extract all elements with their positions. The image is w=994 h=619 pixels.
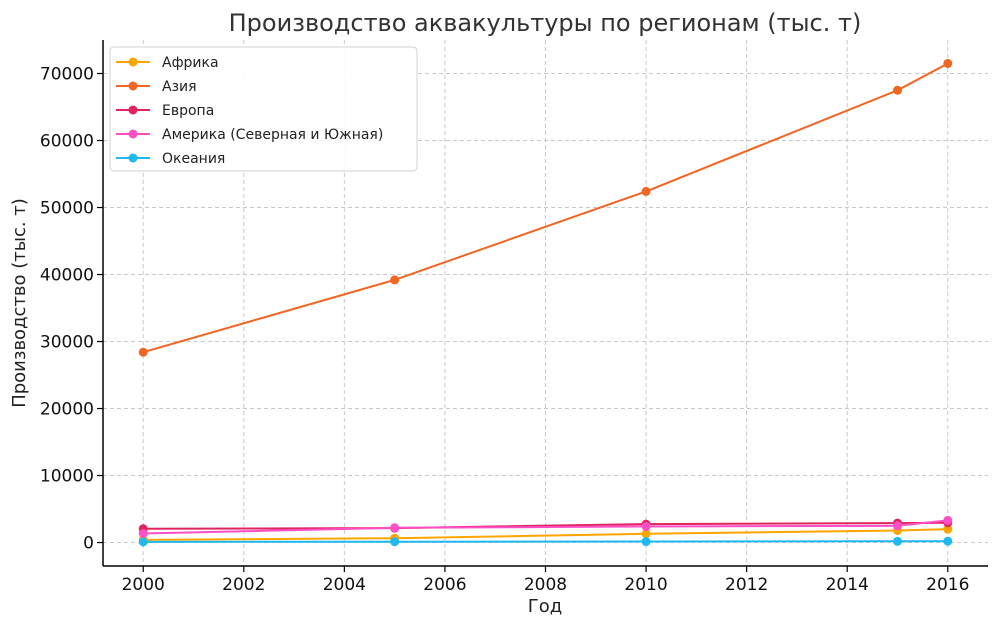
series-line: [143, 540, 948, 543]
data-point: [943, 515, 953, 525]
legend-label: Европа: [162, 103, 214, 119]
legend-label: Америка (Северная и Южная): [162, 127, 383, 143]
data-point: [641, 529, 651, 539]
data-point: [641, 186, 651, 196]
y-tick-label: 60000: [40, 132, 94, 152]
legend-marker: [128, 153, 138, 163]
y-tick-label: 40000: [40, 266, 94, 286]
series-group: [138, 515, 953, 539]
data-point: [892, 521, 902, 531]
legend: Африка Азия Европа Америка (Северная и Южна…: [109, 46, 418, 172]
x-ticks: 2000 2002 2004 2006 2008 2010 2012 2014 2016: [122, 566, 969, 595]
y-tick-label: 70000: [40, 65, 94, 85]
y-tick-label: 0: [83, 534, 94, 554]
y-tick-label: 20000: [40, 400, 94, 420]
data-point: [138, 347, 148, 357]
legend-item: Азия: [116, 79, 197, 95]
x-tick-label: 2012: [725, 575, 768, 595]
data-point: [943, 536, 953, 546]
data-point: [390, 523, 400, 533]
legend-box: [109, 46, 418, 172]
x-tick-label: 2000: [122, 575, 165, 595]
grid: [103, 40, 988, 566]
data-point: [943, 58, 953, 68]
legend-item: Океания: [116, 151, 225, 167]
series-layer: [138, 58, 953, 547]
legend-marker: [128, 105, 138, 115]
data-point: [138, 537, 148, 547]
y-tick-label: 30000: [40, 333, 94, 353]
data-point: [641, 537, 651, 547]
x-tick-label: 2008: [524, 575, 567, 595]
series-group: [138, 58, 953, 357]
y-tick-label: 50000: [40, 199, 94, 219]
legend-item: Америка (Северная и Южная): [116, 127, 383, 143]
x-tick-label: 2016: [926, 575, 969, 595]
legend-marker: [128, 57, 138, 67]
x-tick-label: 2002: [222, 575, 265, 595]
x-tick-label: 2004: [323, 575, 366, 595]
legend-marker: [128, 81, 138, 91]
y-axis-label: Производство (тыс. т): [9, 198, 30, 408]
data-point: [390, 537, 400, 547]
legend-item: Европа: [116, 103, 214, 119]
data-point: [641, 521, 651, 531]
y-tick-label: 10000: [40, 467, 94, 487]
series-group: [138, 536, 953, 547]
x-tick-label: 2010: [624, 575, 667, 595]
chart-title: Производство аквакультуры по регионам (т…: [229, 9, 862, 37]
data-point: [138, 529, 148, 539]
y-ticks: 0 10000 20000 30000 40000 50000 60000 70000: [40, 65, 103, 554]
legend-label: Африка: [162, 55, 219, 71]
data-point: [390, 275, 400, 285]
legend-marker: [128, 129, 138, 139]
x-tick-label: 2014: [826, 575, 869, 595]
data-point: [892, 85, 902, 95]
x-axis-label: Год: [528, 596, 562, 617]
data-point: [892, 536, 902, 546]
legend-label: Океания: [162, 151, 225, 167]
data-point: [943, 524, 953, 534]
x-tick-label: 2006: [423, 575, 466, 595]
legend-label: Азия: [162, 79, 197, 95]
legend-item: Африка: [116, 55, 219, 71]
